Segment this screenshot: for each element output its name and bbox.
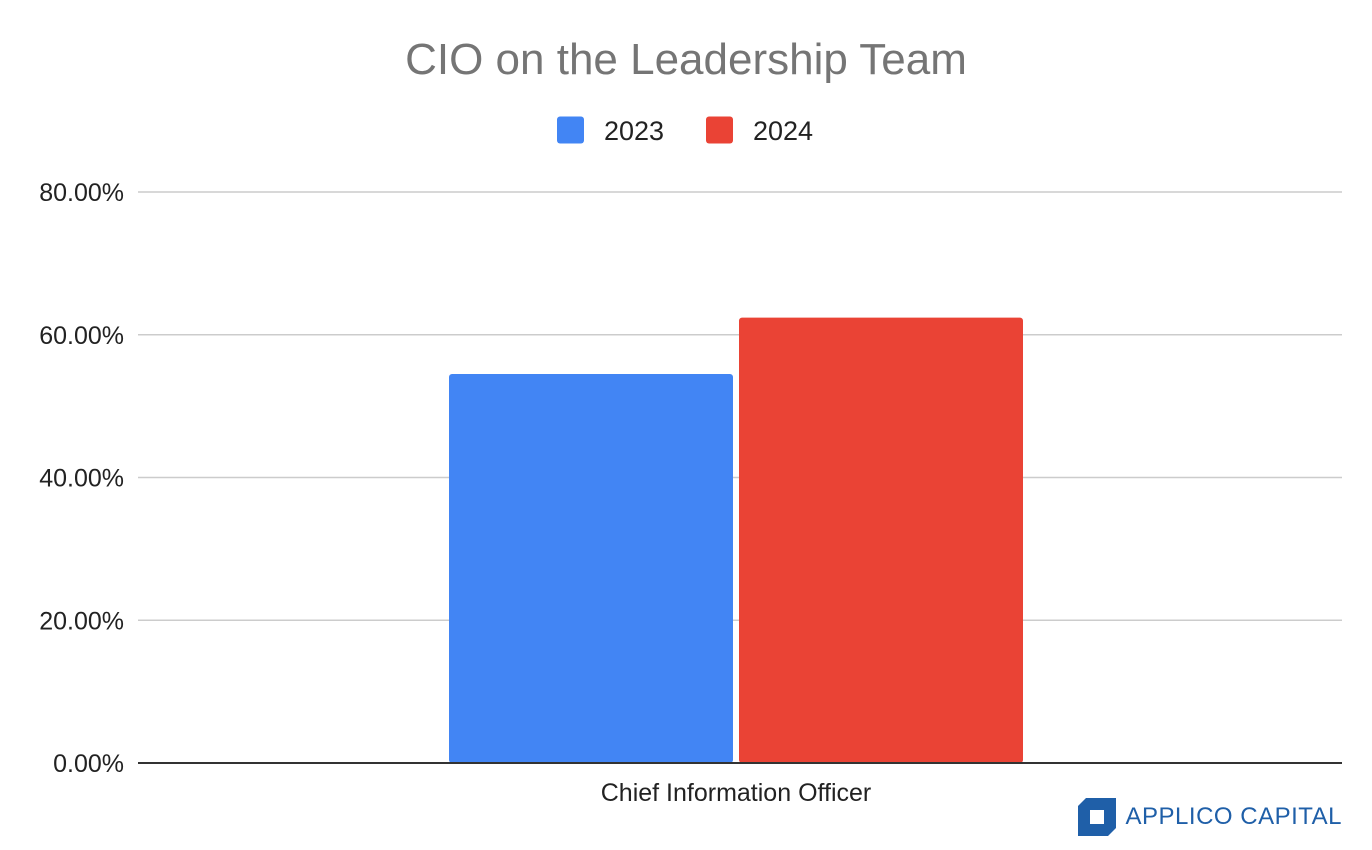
chart-title: CIO on the Leadership Team [405, 35, 967, 84]
bar-2024 [739, 317, 1023, 763]
brand-name: APPLICO CAPITAL [1125, 803, 1342, 830]
y-tick-label: 80.00% [39, 179, 124, 207]
y-tick-label: 60.00% [39, 322, 124, 350]
legend-swatch-2023 [557, 116, 584, 144]
bars [449, 317, 1023, 763]
legend: 2023 2024 [557, 116, 813, 146]
y-axis: 0.00% 20.00% 40.00% 60.00% 80.00% [39, 179, 124, 778]
x-axis: Chief Information Officer [138, 762, 1342, 807]
bar-2023 [449, 374, 733, 763]
applico-logo-icon [1077, 798, 1116, 836]
legend-label-2023: 2023 [604, 116, 664, 146]
y-tick-label: 40.00% [39, 465, 124, 493]
legend-label-2024: 2024 [753, 116, 813, 146]
y-tick-label: 0.00% [53, 750, 124, 778]
x-category-label: Chief Information Officer [601, 779, 871, 807]
y-tick-label: 20.00% [39, 607, 124, 635]
brand-logo: APPLICO CAPITAL [1076, 796, 1342, 838]
legend-swatch-2024 [706, 116, 733, 144]
